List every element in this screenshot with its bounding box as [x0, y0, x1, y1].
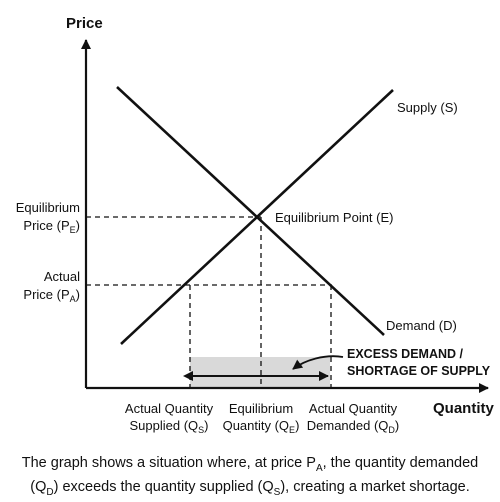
- supplied-quantity-label-line1: Actual Quantity: [125, 401, 214, 416]
- actual-price-label-line2: Price (PA): [23, 287, 80, 304]
- caption: The graph shows a situation where, at pr…: [6, 454, 494, 502]
- demanded-quantity-label-line2: Demanded (QD): [307, 418, 400, 435]
- demand-label: Demand (D): [386, 318, 457, 333]
- excess-demand-annotation-line1: EXCESS DEMAND /: [347, 347, 464, 361]
- equilibrium-quantity-label-line2: Quantity (QE): [223, 418, 300, 435]
- equilibrium-quantity-label-line1: Equilibrium: [229, 401, 293, 416]
- equilibrium-price-label-line1: Equilibrium: [16, 200, 80, 215]
- caption-line2: (QD) exceeds the quantity supplied (QS),…: [30, 478, 470, 498]
- excess-demand-annotation-line2: SHORTAGE OF SUPPLY: [347, 364, 491, 378]
- supplied-quantity-label-line2: Supplied (QS): [129, 418, 208, 435]
- equilibrium-point-label: Equilibrium Point (E): [275, 210, 394, 225]
- demand-curve: [116, 86, 385, 336]
- annotation-pointer-arrow: [292, 355, 344, 370]
- demanded-quantity-label-line1: Actual Quantity: [309, 401, 398, 416]
- y-axis-title: Price: [66, 15, 103, 32]
- x-axis-title: Quantity: [433, 400, 494, 417]
- caption-line1: The graph shows a situation where, at pr…: [21, 455, 479, 474]
- actual-price-label-line1: Actual: [44, 269, 80, 284]
- shortage-region: [190, 357, 330, 388]
- equilibrium-price-label-line2: Price (PE): [23, 218, 80, 235]
- supply-label: Supply (S): [397, 100, 458, 115]
